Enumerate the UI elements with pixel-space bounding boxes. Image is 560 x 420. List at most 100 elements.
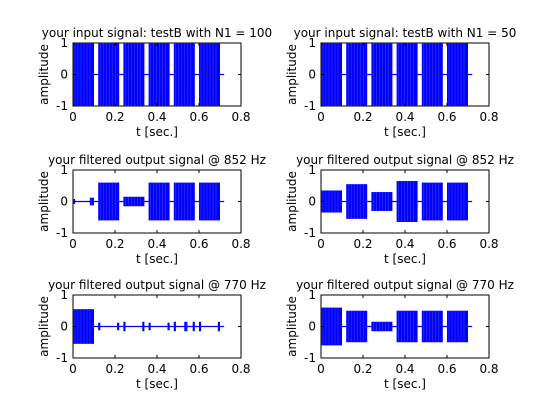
x-tick-label: 0.2 (105, 237, 124, 251)
signal-burst-7 (167, 322, 170, 331)
y-tick-label: -1 (56, 351, 68, 365)
signal-burst-9 (184, 321, 188, 332)
x-tick-label: 0.8 (479, 237, 498, 251)
y-tick-label: -1 (304, 351, 316, 365)
x-axis-label: t [sec.] (384, 125, 426, 139)
x-tick-label: 0 (317, 237, 325, 251)
x-tick-label: 0.8 (479, 110, 498, 124)
y-axis-label: amplitude (285, 171, 299, 232)
x-tick-label: 0.2 (353, 237, 372, 251)
y-tick-label: 1 (60, 163, 68, 177)
x-axis-label: t [sec.] (136, 125, 178, 139)
y-tick-label: 1 (308, 288, 316, 302)
x-tick-label: 0.8 (231, 110, 250, 124)
y-axis-label: amplitude (285, 44, 299, 105)
y-tick-label: 1 (308, 36, 316, 50)
signal-burst-6 (447, 43, 468, 106)
x-tick-label: 0.4 (395, 237, 414, 251)
chart-title: your filtered output signal @ 852 Hz (48, 153, 266, 167)
x-tick-label: 0.4 (395, 362, 414, 376)
x-tick-label: 0 (69, 362, 77, 376)
x-tick-label: 0.4 (147, 237, 166, 251)
x-tick-label: 0 (69, 237, 77, 251)
signal-burst-3 (123, 43, 145, 106)
y-tick-label: -1 (56, 226, 68, 240)
x-tick-label: 0.6 (189, 237, 208, 251)
signal-burst-3 (371, 192, 393, 211)
chart-title: your filtered output signal @ 770 Hz (48, 278, 266, 292)
x-tick-label: 0.6 (189, 110, 208, 124)
signal-burst-2 (346, 184, 368, 219)
x-tick-label: 0.2 (105, 110, 124, 124)
x-tick-label: 0.4 (147, 110, 166, 124)
y-tick-label: 0 (308, 195, 316, 209)
x-tick-label: 0 (317, 110, 325, 124)
signal-burst-6 (447, 182, 468, 221)
x-tick-label: 0.6 (189, 362, 208, 376)
signal-burst-4 (396, 181, 418, 222)
signal-burst-1 (321, 43, 342, 106)
y-axis-label: amplitude (37, 171, 51, 232)
x-tick-label: 0.6 (437, 110, 456, 124)
signal-burst-11 (199, 321, 202, 332)
signal-burst-6 (199, 43, 220, 106)
signal-burst-7 (199, 182, 220, 221)
x-axis-label: t [sec.] (136, 252, 178, 266)
chart-title: your input signal: testB with N1 = 100 (42, 26, 272, 40)
signal-burst-12 (217, 321, 220, 332)
signal-burst-2 (346, 43, 368, 106)
signal-burst-4 (396, 43, 418, 106)
chart-title: your filtered output signal @ 852 Hz (296, 153, 514, 167)
signal-burst-4 (123, 321, 126, 332)
y-tick-label: 1 (60, 288, 68, 302)
y-tick-label: 0 (308, 68, 316, 82)
x-tick-label: 0.6 (437, 362, 456, 376)
y-tick-label: 1 (308, 163, 316, 177)
x-tick-label: 0.8 (231, 237, 250, 251)
signal-burst-4 (396, 310, 418, 343)
signal-burst-5 (421, 43, 443, 106)
x-tick-label: 0 (69, 110, 77, 124)
y-tick-label: 1 (60, 36, 68, 50)
signal-burst-5 (148, 182, 170, 221)
y-tick-label: -1 (304, 99, 316, 113)
signal-burst-5 (421, 182, 443, 221)
signal-burst-1 (73, 309, 94, 344)
y-tick-label: -1 (304, 226, 316, 240)
x-tick-label: 0.4 (395, 110, 414, 124)
signal-burst-6 (173, 182, 195, 221)
y-tick-label: 0 (60, 320, 68, 334)
signal-burst-2 (346, 310, 368, 343)
signal-burst-1 (321, 190, 342, 213)
chart-title: your filtered output signal @ 770 Hz (296, 278, 514, 292)
x-axis-label: t [sec.] (384, 377, 426, 391)
y-axis-label: amplitude (285, 296, 299, 357)
signal-burst-5 (421, 310, 443, 343)
chart-title: your input signal: testB with N1 = 50 (294, 26, 517, 40)
signal-burst-1 (73, 43, 94, 106)
signal-burst-4 (123, 196, 145, 207)
y-axis-label: amplitude (37, 296, 51, 357)
signal-burst-2 (98, 322, 101, 331)
x-tick-label: 0.2 (105, 362, 124, 376)
y-tick-label: 0 (308, 320, 316, 334)
y-axis-label: amplitude (37, 44, 51, 105)
x-tick-label: 0.2 (353, 362, 372, 376)
signal-burst-1 (321, 307, 342, 346)
signal-burst-4 (148, 43, 170, 106)
signal-burst-8 (173, 321, 176, 332)
x-tick-label: 0.6 (437, 237, 456, 251)
x-axis-label: t [sec.] (384, 252, 426, 266)
signal-burst-2 (98, 43, 120, 106)
x-tick-label: 0.4 (147, 362, 166, 376)
signal-burst-5 (142, 321, 145, 332)
y-tick-label: 0 (60, 68, 68, 82)
x-tick-label: 0 (317, 362, 325, 376)
y-tick-label: -1 (56, 99, 68, 113)
